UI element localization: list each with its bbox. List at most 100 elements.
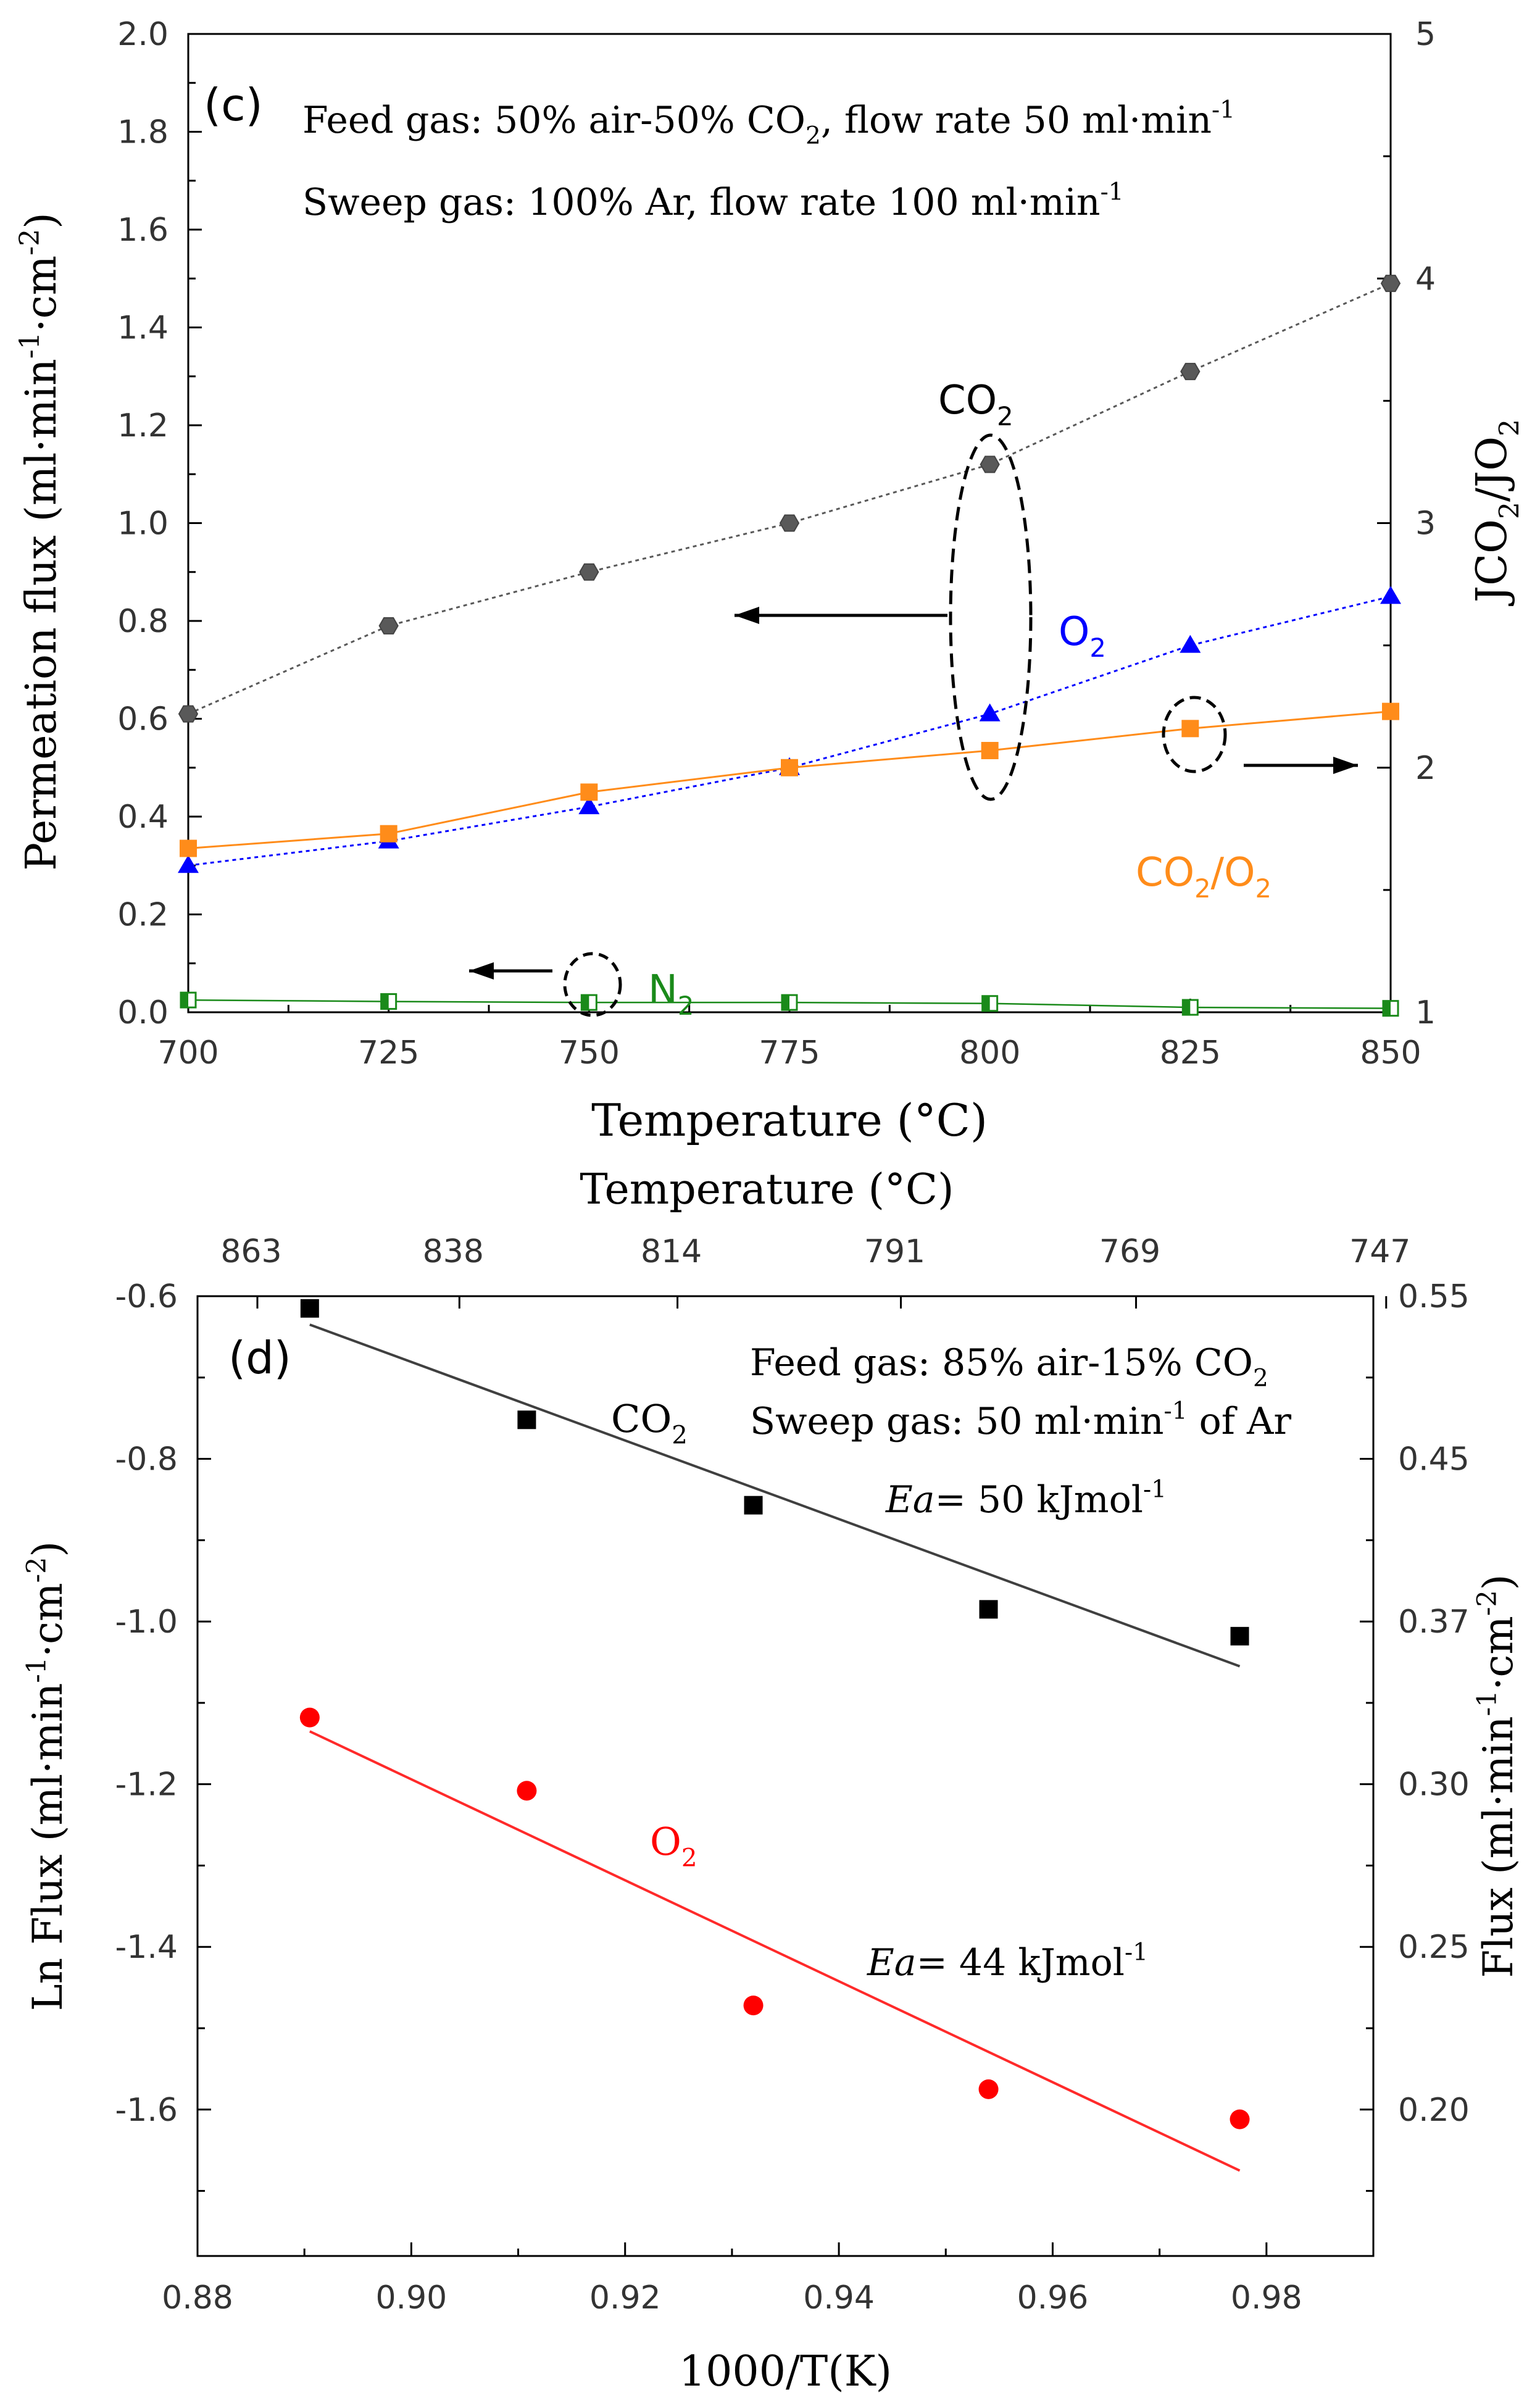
- marker-fill: [982, 996, 990, 1011]
- label-n2: N2: [648, 967, 694, 1021]
- feed-gas-annotation: Feed gas: 50% air-50% CO2, flow rate 50 …: [302, 96, 1235, 150]
- x-tick-label: 825: [1160, 1034, 1221, 1072]
- series-line-CO2/O2: [188, 710, 1391, 850]
- top-x-tick-label: 838: [423, 1233, 484, 1270]
- data-point-CO2-700: [178, 705, 199, 723]
- top-x-tick-label: 791: [864, 1233, 925, 1270]
- ellipse-co2-o2: [949, 433, 1033, 801]
- y-tick-label: 0.6: [117, 701, 169, 738]
- x-axis-title: Temperature (°C): [591, 1094, 988, 1146]
- data-point-N2-775: [781, 994, 798, 1011]
- arrow-head: [735, 607, 759, 624]
- data-point-CO2/O2-850: [1382, 702, 1399, 720]
- top-x-tick-label: 747: [1349, 1233, 1410, 1270]
- y-tick-label: 0.2: [117, 897, 169, 934]
- data-point-CO2-850: [1380, 275, 1401, 293]
- x-tick-label: 700: [157, 1034, 219, 1072]
- y-tick-label: -1.4: [115, 1929, 178, 1966]
- data-point-CO2-0.954: [979, 1600, 998, 1619]
- feed-gas-annotation: Feed gas: 85% air-15% CO2: [750, 1341, 1268, 1392]
- y-tick-label: 1.4: [117, 310, 169, 347]
- y-tick-label: 2.0: [117, 16, 169, 53]
- data-point-CO2-750: [579, 563, 599, 581]
- arrow-head: [469, 962, 494, 980]
- x-tick-label: 750: [559, 1034, 620, 1072]
- y-tick-label: 0.4: [117, 799, 169, 836]
- label-co2-o2: CO2/O2: [1136, 850, 1272, 904]
- y-tick-label: -0.8: [115, 1441, 178, 1478]
- y2-tick-label: 5: [1415, 16, 1436, 53]
- data-point-O2-0.932: [743, 1996, 764, 2016]
- y-tick-label: 1.8: [117, 114, 169, 151]
- data-point-N2-750: [580, 994, 597, 1011]
- arrow-head: [1333, 757, 1358, 774]
- label-co2: CO2: [938, 378, 1013, 431]
- data-point-CO2-825: [1180, 362, 1201, 380]
- panel-label-c: (c): [204, 79, 263, 131]
- fit-line-O2: [309, 1730, 1241, 2172]
- data-point-O2-850: [1380, 586, 1401, 604]
- panel-c: 0.0 0.2 0.4 0.6 0.8 1.0 1.2 1.4 1.6 1.8 2.0 1 2 3 4 5 70…: [14, 16, 1526, 1146]
- y-tick-label: 0.8: [117, 603, 169, 640]
- arrow-left-n2: [469, 962, 552, 980]
- data-point-CO2-0.9775: [1230, 1626, 1249, 1646]
- data-point-CO2/O2-800: [981, 742, 999, 760]
- marker-fill: [782, 995, 789, 1010]
- x-tick-label: 800: [959, 1034, 1020, 1072]
- top-x-tick-label: 769: [1099, 1233, 1160, 1270]
- data-point-CO2-0.9108: [517, 1410, 536, 1430]
- y-tick-label: 1.2: [117, 407, 169, 444]
- x-axis-title: 1000/T(K): [679, 2347, 892, 2393]
- data-point-CO2/O2-725: [380, 825, 397, 843]
- arrow-left-co2-o2: [735, 607, 947, 624]
- data-point-O2-700: [178, 855, 199, 873]
- y2-tick-label: 0.55: [1398, 1278, 1470, 1315]
- data-point-CO2-725: [378, 617, 399, 635]
- ea-o2-annotation: Ea= 44 kJmol-1: [867, 1939, 1148, 1984]
- marker-fill: [1183, 1000, 1191, 1015]
- data-point-O2-825: [1180, 635, 1201, 653]
- top-x-axis-title: Temperature (°C): [580, 1165, 954, 1214]
- sweep-gas-annotation: Sweep gas: 50 ml·min-1 of Ar: [750, 1397, 1291, 1443]
- data-point-CO2-800: [980, 456, 1000, 473]
- marker-fill: [181, 993, 188, 1008]
- top-x-tick-label: 863: [220, 1233, 281, 1270]
- data-point-N2-825: [1181, 999, 1199, 1016]
- data-point-N2-700: [180, 991, 197, 1009]
- y-tick-label: -1.0: [115, 1604, 178, 1641]
- data-point-N2-725: [380, 993, 397, 1010]
- panel-label-d: (d): [228, 1332, 291, 1384]
- data-point-CO2/O2-825: [1181, 720, 1199, 738]
- series-line-CO2: [188, 282, 1391, 715]
- y2-tick-label: 2: [1415, 750, 1436, 787]
- y2-axis-title: JCO2/JO2: [1468, 419, 1525, 606]
- y-tick-label: -1.6: [115, 2092, 178, 2129]
- data-point-O2-0.9108: [517, 1781, 537, 1801]
- data-point-CO2-0.8905: [300, 1299, 319, 1318]
- y2-tick-label: 1: [1415, 994, 1436, 1031]
- y2-axis-title: Flux (ml·min-1·cm-2): [1472, 1574, 1522, 1978]
- marker-fill: [1383, 1001, 1391, 1016]
- marker-fill: [581, 995, 589, 1010]
- data-point-CO2/O2-775: [781, 759, 798, 776]
- x-tick-label: 0.94: [803, 2279, 875, 2316]
- ellipse-ratio: [1162, 696, 1227, 773]
- y-axis-title: Ln Flux (ml·min-1·cm-2): [22, 1541, 72, 2011]
- y2-tick-label: 0.37: [1398, 1604, 1470, 1641]
- panel-d: -0.6 0.55 -0.8 0.45 -1.0 0.37 -1.2 0.30 -1.4 0.25…: [22, 1165, 1522, 2393]
- fit-line-CO2: [309, 1323, 1241, 1668]
- data-point-CO2/O2-750: [580, 783, 598, 801]
- y-tick-label: -0.6: [115, 1278, 178, 1315]
- y2-tick-label: 0.45: [1398, 1441, 1470, 1478]
- data-point-O2-750: [578, 796, 600, 815]
- panel-d-frame: [196, 1295, 1375, 2257]
- y-tick-label: 1.6: [117, 212, 169, 249]
- marker-fill: [381, 994, 389, 1009]
- data-point-N2-800: [981, 995, 999, 1012]
- x-tick-label: 0.88: [162, 2279, 233, 2316]
- y-tick-label: -1.2: [115, 1767, 178, 1804]
- x-tick-label: 0.92: [589, 2279, 661, 2316]
- data-point-O2-0.954: [978, 2079, 999, 2099]
- data-point-O2-800: [979, 703, 1001, 722]
